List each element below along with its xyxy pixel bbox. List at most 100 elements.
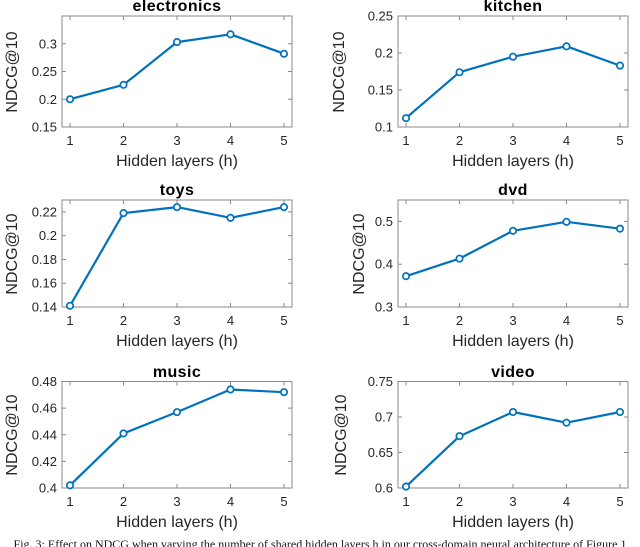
- data-point-marker: [455, 432, 464, 441]
- x-tick-label: 5: [280, 494, 287, 509]
- y-tick-label: 0.14: [32, 300, 57, 315]
- x-tick-label: 5: [280, 313, 287, 328]
- x-tick-label: 2: [456, 133, 463, 148]
- y-tick-label: 0.1: [375, 120, 393, 135]
- plot-area: 1 2 3 4 5 0.4 0.42 0.44 0.46 0.48: [32, 374, 293, 509]
- data-point-marker: [226, 385, 235, 394]
- x-tick-label: 1: [402, 133, 409, 148]
- x-tick-label: 4: [563, 494, 570, 509]
- chart-toys: toys NDCG@10 1 2 3 4 5 0.14 0.16 0.18 0.2 0.22 Hi…: [0, 182, 320, 365]
- plot-box: [61, 199, 293, 308]
- y-tick-label: 0.3: [375, 300, 393, 315]
- data-point-marker: [119, 209, 128, 218]
- y-tick-label: 0.25: [368, 9, 393, 24]
- y-tick-label: 0.44: [32, 427, 57, 442]
- data-point-marker: [562, 42, 571, 51]
- chart-title: electronics: [132, 0, 222, 15]
- x-tick-label: 2: [120, 133, 127, 148]
- data-point-marker: [401, 482, 411, 491]
- data-point-marker: [455, 68, 464, 77]
- x-tick-label: 1: [402, 494, 409, 509]
- y-tick-label: 0.7: [375, 410, 393, 425]
- x-tick-label: 3: [173, 133, 180, 148]
- y-tick-label: 0.3: [39, 36, 57, 51]
- y-tick-label: 0.42: [32, 454, 57, 469]
- y-tick-label: 0.4: [375, 257, 393, 272]
- plot-box: [397, 381, 629, 489]
- x-tick-label: 3: [509, 494, 516, 509]
- data-point-marker: [615, 61, 625, 70]
- x-tick-label: 5: [616, 133, 623, 148]
- x-axis-label: Hidden layers (h): [452, 514, 574, 531]
- x-tick-label: 2: [120, 313, 127, 328]
- y-tick-label: 0.65: [368, 445, 393, 460]
- x-tick-label: 3: [509, 313, 516, 328]
- x-tick-label: 5: [280, 133, 287, 148]
- plot-box: [61, 15, 293, 128]
- x-axis-label: Hidden layers (h): [116, 333, 238, 350]
- y-tick-label: 0.18: [32, 252, 57, 267]
- x-axis-label: Hidden layers (h): [452, 153, 574, 170]
- x-tick-label: 5: [616, 313, 623, 328]
- plot-area: 1 2 3 4 5 0.1 0.15 0.2 0.25: [368, 9, 629, 148]
- chart-title: toys: [159, 182, 195, 199]
- x-tick-label: 4: [227, 494, 234, 509]
- data-point-marker: [508, 52, 518, 61]
- x-axis-label: Hidden layers (h): [116, 153, 238, 170]
- data-point-marker: [615, 224, 625, 233]
- plot-area: 1 2 3 4 5 0.3 0.4 0.5: [375, 199, 629, 328]
- data-point-marker: [562, 217, 571, 226]
- y-tick-label: 0.75: [368, 374, 393, 389]
- chart-music: music NDCG@10 1 2 3 4 5 0.4 0.42 0.44 0.46 0.48 H…: [0, 363, 320, 547]
- figure-caption: Fig. 3: Effect on NDCG when varying the …: [13, 537, 627, 547]
- chart-kitchen: kitchen NDCG@10 1 2 3 4 5 0.1 0.15 0.2 0.25 Hidd…: [320, 0, 640, 182]
- chart-electronics: electronics NDCG@10 1 2 3 4 5 0.15 0.2 0.25 0.3 …: [0, 0, 320, 182]
- y-tick-label: 0.2: [39, 92, 57, 107]
- data-point-marker: [401, 114, 411, 123]
- y-tick-label: 0.25: [32, 64, 57, 79]
- x-tick-label: 1: [66, 494, 73, 509]
- chart-video: video NDCG@10 1 2 3 4 5 0.6 0.65 0.7 0.75 Hidden…: [320, 364, 640, 547]
- data-point-marker: [119, 429, 128, 438]
- plot-area: 1 2 3 4 5 0.14 0.16 0.18 0.2 0.22: [32, 199, 293, 328]
- chart-dvd: dvd NDCG@10 1 2 3 4 5 0.3 0.4 0.5 Hidden layers…: [320, 182, 640, 365]
- y-tick-label: 0.15: [368, 83, 393, 98]
- data-point-marker: [279, 203, 289, 212]
- y-tick-label: 0.5: [375, 214, 393, 229]
- data-point-marker: [455, 254, 464, 263]
- x-tick-label: 3: [173, 494, 180, 509]
- data-point-marker: [172, 38, 182, 47]
- chart-title: dvd: [498, 182, 528, 199]
- data-point-marker: [508, 407, 518, 417]
- data-point-marker: [65, 95, 75, 104]
- data-point-marker: [65, 481, 75, 490]
- data-point-marker: [615, 407, 625, 417]
- series-line: [404, 410, 622, 488]
- y-tick-label: 0.16: [32, 276, 57, 291]
- data-point-marker: [401, 272, 411, 281]
- y-tick-label: 0.15: [32, 120, 57, 135]
- x-tick-label: 4: [563, 133, 570, 148]
- y-tick-label: 0.6: [375, 481, 393, 496]
- data-point-marker: [65, 301, 75, 310]
- x-tick-label: 4: [227, 313, 234, 328]
- x-tick-label: 2: [120, 494, 127, 509]
- x-tick-label: 1: [66, 133, 73, 148]
- series-line: [68, 388, 286, 487]
- data-point-marker: [508, 226, 518, 235]
- plot-box: [397, 15, 629, 128]
- data-point-marker: [562, 418, 571, 427]
- x-tick-label: 4: [227, 133, 234, 148]
- y-tick-label: 0.2: [375, 46, 393, 61]
- x-axis-label: Hidden layers (h): [452, 333, 574, 350]
- x-tick-label: 1: [402, 313, 409, 328]
- x-tick-label: 3: [509, 133, 516, 148]
- x-tick-label: 5: [616, 494, 623, 509]
- x-tick-label: 4: [563, 313, 570, 328]
- y-tick-label: 0.48: [32, 374, 57, 389]
- data-point-marker: [279, 49, 289, 58]
- x-tick-label: 1: [66, 313, 73, 328]
- data-point-marker: [172, 408, 182, 417]
- chart-title: music: [152, 363, 202, 381]
